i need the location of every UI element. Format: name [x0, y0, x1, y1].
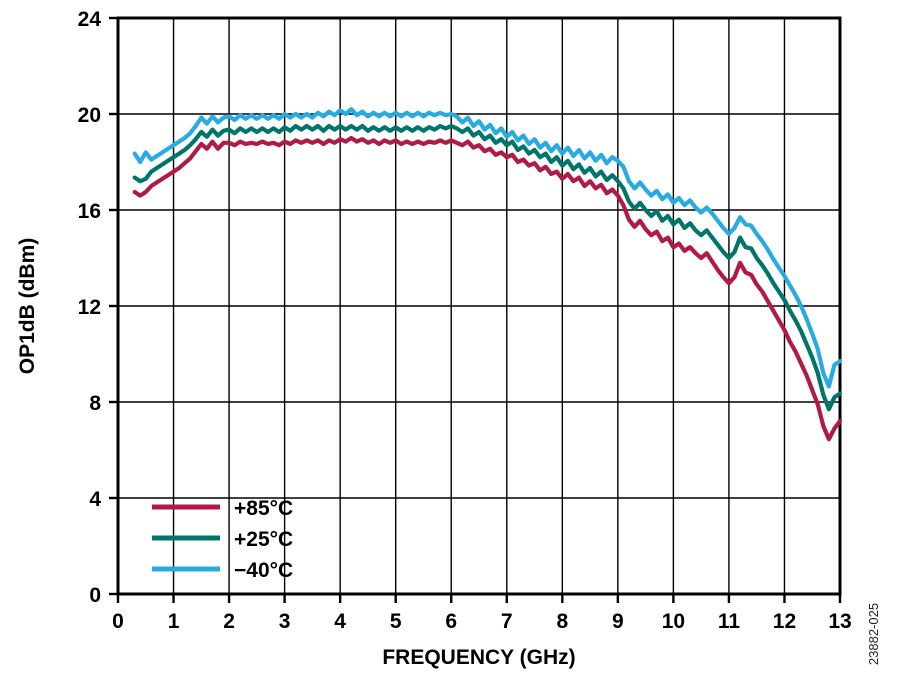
- y-axis-tickmarks: [109, 16, 118, 596]
- y-tick-label: 12: [78, 296, 101, 319]
- x-axis-tick-labels: 0 1 2 3 4 5 6 7 8 9 10 11 12 13: [112, 610, 852, 633]
- x-tick-label: 1: [168, 610, 180, 633]
- x-axis-tickmarks: [116, 594, 842, 603]
- x-axis-title: FREQUENCY (GHz): [382, 646, 575, 669]
- x-tick-label: 7: [501, 610, 513, 633]
- x-tick-label: 12: [773, 610, 796, 633]
- x-tick-label: 9: [612, 610, 624, 633]
- y-tick-label: 4: [89, 488, 101, 511]
- x-tick-label: 2: [223, 610, 235, 633]
- series-line: [132, 135, 843, 442]
- x-tick-label: 0: [112, 610, 124, 633]
- horizontal-gridlines: [118, 113, 840, 499]
- y-tick-label: 8: [89, 392, 101, 415]
- y-axis-tick-labels: 0 4 8 12 16 20 24: [78, 8, 102, 607]
- watermark-label: 23882-025: [866, 603, 881, 665]
- x-tick-label: 4: [334, 610, 346, 633]
- legend-label: +25°C: [234, 528, 293, 551]
- x-tick-label: 13: [828, 610, 851, 633]
- x-tick-label: 6: [445, 610, 457, 633]
- series-line: [132, 107, 843, 389]
- x-tick-label: 5: [390, 610, 402, 633]
- y-tick-label: 24: [78, 8, 102, 31]
- data-series-group: [132, 107, 843, 442]
- y-axis-title: OP1dB (dBm): [16, 238, 39, 375]
- legend-label: +85°C: [234, 497, 293, 520]
- x-tick-label: 11: [718, 610, 741, 633]
- x-tick-label: 3: [279, 610, 291, 633]
- series-line: [132, 123, 843, 412]
- x-tick-label: 10: [662, 610, 685, 633]
- y-tick-label: 20: [78, 104, 101, 127]
- y-tick-label: 0: [89, 584, 101, 607]
- chart-legend: +85°C +25°C −40°C: [152, 497, 293, 582]
- y-tick-label: 16: [78, 200, 101, 223]
- legend-label: −40°C: [234, 559, 293, 582]
- x-tick-label: 8: [556, 610, 568, 633]
